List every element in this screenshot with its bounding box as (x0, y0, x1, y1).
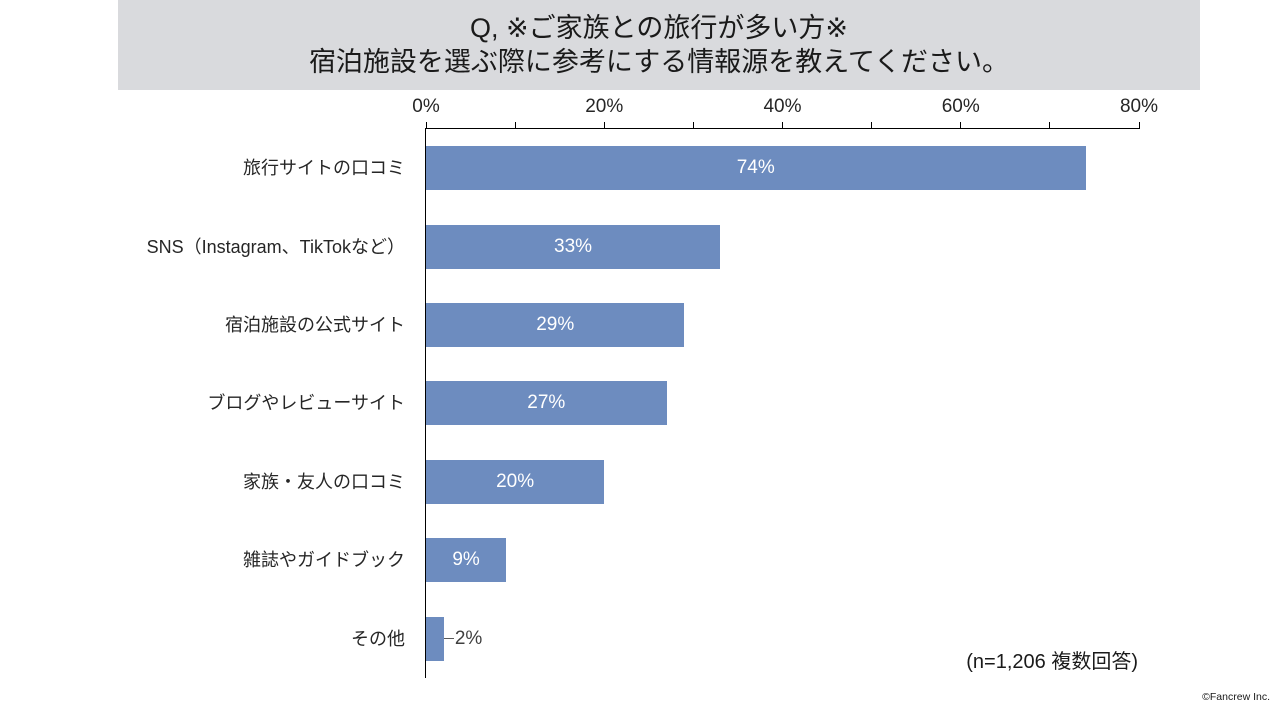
bar-value-label: 33% (554, 235, 593, 257)
category-label: 雑誌やガイドブック (243, 550, 405, 571)
chart-title-line1: Q, ※ご家族との旅行が多い方※ (470, 13, 848, 43)
bar: 33% (426, 224, 721, 269)
category-axis: 旅行サイトの口コミ SNS（Instagram、TikTokなど） 宿泊施設の公式サ… (0, 128, 415, 677)
bar-value-label: 2% (454, 627, 483, 649)
axis-tick (425, 122, 427, 129)
bar-value-label: 29% (536, 314, 575, 336)
chart-title-line2: 宿泊施設を選ぶ際に参考にする情報源を教えてください。 (308, 47, 1010, 77)
chart-title: Q, ※ご家族との旅行が多い方※ 宿泊施設を選ぶ際に参考にする情報源を教えてくだ… (118, 0, 1200, 90)
axis-tick (1049, 122, 1051, 129)
copyright: ©Fancrew Inc. (1202, 691, 1270, 703)
axis-tick (692, 122, 694, 129)
bar-value-label: 27% (527, 392, 566, 414)
bar: 29% (426, 303, 685, 348)
bar: 9% (426, 538, 507, 583)
bar-row: 33% (426, 207, 1139, 285)
axis-tick-label: 60% (941, 96, 980, 117)
bar: 74% (426, 146, 1086, 191)
category-label: 家族・友人の口コミ (243, 471, 405, 492)
bar-row: 9% (426, 521, 1139, 599)
axis-tick (603, 122, 605, 129)
axis-tick-label: 80% (1119, 96, 1159, 117)
axis-tick-label: 0% (412, 96, 440, 117)
bar-value-label: 20% (496, 470, 535, 492)
bar-row: 29% (426, 286, 1139, 364)
bar-row: 2% (426, 600, 1139, 678)
axis-tick-label: 20% (585, 96, 624, 117)
category-label: その他 (351, 628, 405, 649)
bar-row: 27% (426, 364, 1139, 442)
bar-row: 20% (426, 443, 1139, 521)
axis-tick (514, 122, 516, 129)
bar-value-label: 9% (452, 549, 480, 571)
axis-tick (782, 122, 783, 129)
axis-tick (960, 122, 962, 129)
bar (426, 616, 444, 661)
category-label: 旅行サイトの口コミ (243, 158, 405, 179)
bar-rows: 74% 33% 29% 27% 20% 9% 2% (426, 129, 1139, 678)
bar: 20% (426, 459, 605, 504)
axis-tick (871, 122, 873, 129)
bar-value-label-outside-wrap: 2% (443, 617, 483, 661)
category-label: SNS（Instagram、TikTokなど） (146, 236, 405, 257)
axis-tick-label: 40% (763, 96, 802, 117)
category-label: ブログやレビューサイト (207, 393, 405, 414)
label-leader-line (443, 638, 454, 640)
sample-size-note: (n=1,206 複数回答) (966, 651, 1138, 673)
bar: 27% (426, 381, 667, 426)
bar-value-label: 74% (736, 157, 775, 179)
plot-area: 74% 33% 29% 27% 20% 9% 2% 0% 20% 40% 60% 80% (412, 96, 1158, 678)
bar-row: 74% (426, 129, 1139, 207)
category-label: 宿泊施設の公式サイト (225, 315, 405, 336)
axis-tick (1138, 122, 1140, 129)
